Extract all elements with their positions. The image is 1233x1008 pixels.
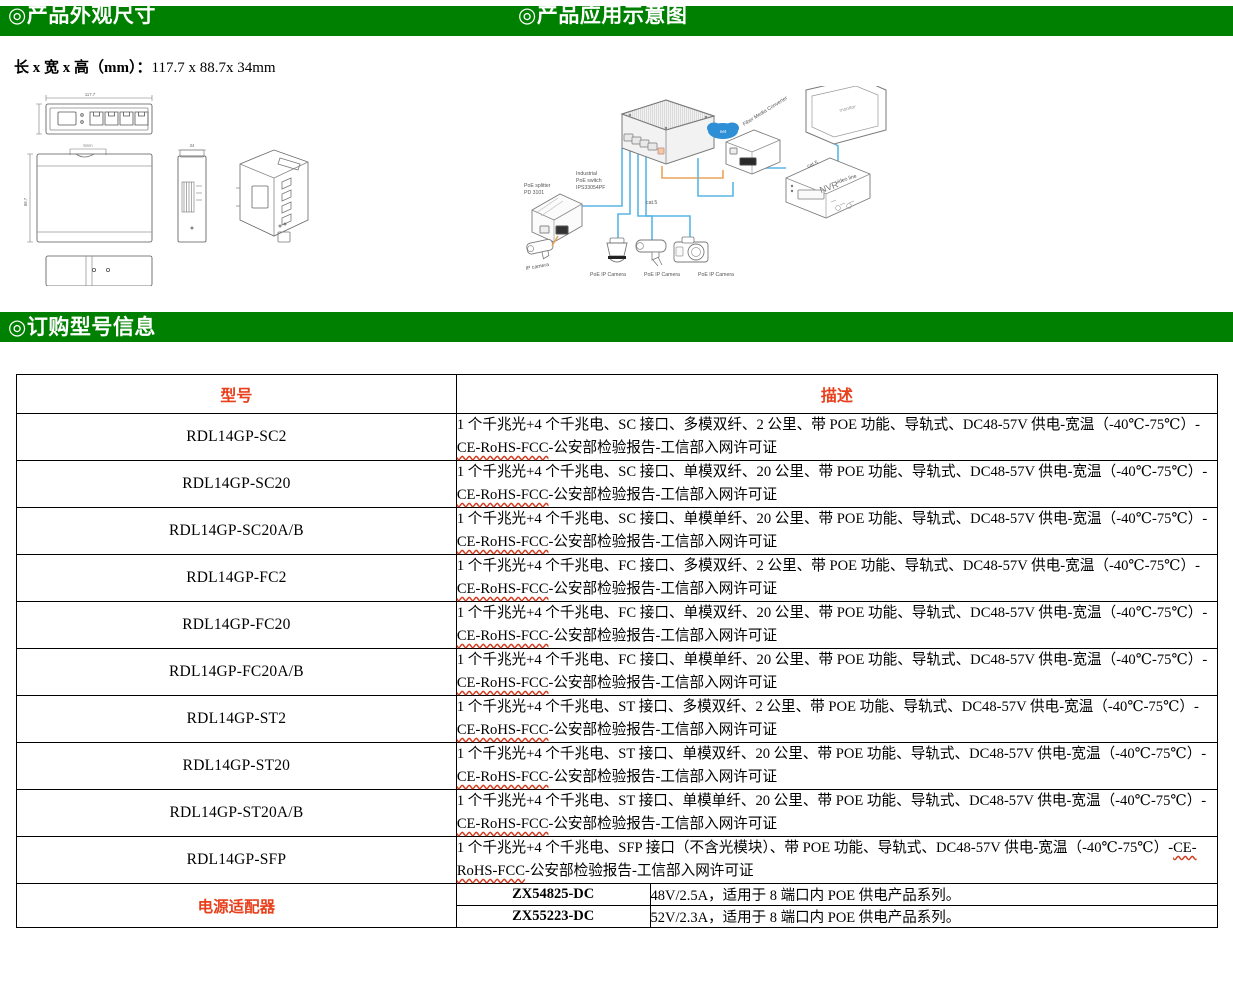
- description-cell: 1 个千兆光+4 个千兆电、SC 接口、多模双纤、2 公里、带 POE 功能、导…: [455, 413, 1219, 461]
- adapter-row: 电源适配器 ZX54825-DC 48V/2.5A，适用于 8 端口内 POE 供电…: [16, 883, 1219, 928]
- description-cell: 1 个千兆光+4 个千兆电、ST 接口、单模双纤、20 公里、带 POE 功能、…: [455, 742, 1219, 790]
- table-row: RDL14GP-FC20 1 个千兆光+4 个千兆电、FC 接口、单模双纤、20 …: [16, 601, 1219, 649]
- description-spellcheck-text: CE-RoHS-FCC: [456, 769, 549, 785]
- adapter-model-cell: ZX55223-DC: [455, 905, 651, 928]
- description-cell: 1 个千兆光+4 个千兆电、ST 接口、多模双纤、2 公里、带 POE 功能、导…: [455, 695, 1219, 743]
- model-cell: RDL14GP-ST20: [16, 742, 457, 790]
- description-text: 1 个千兆光+4 个千兆电、ST 接口、多模双纤、2 公里、带 POE 功能、导…: [456, 699, 1199, 715]
- topology-label-cam1: PoE IP Camera: [590, 272, 626, 278]
- description-text-tail: -公安部检验报告-工信部入网许可证: [548, 675, 778, 691]
- table-header-description: 描述: [455, 374, 1219, 414]
- section-title-appearance: ◎产品外观尺寸: [8, 2, 156, 27]
- model-cell: RDL14GP-SC2: [16, 413, 457, 461]
- description-text: 1 个千兆光+4 个千兆电、SFP 接口（不含光模块）、带 POE 功能、导轨式…: [456, 840, 1174, 856]
- topology-label-cloud: net: [720, 129, 727, 134]
- table-row: RDL14GP-SC2 1 个千兆光+4 个千兆电、SC 接口、多模双纤、2 公里…: [16, 413, 1219, 461]
- topology-label-media-converter: Fiber Media Converter: [742, 95, 789, 128]
- ordering-information-table: 型号 描述 RDL14GP-SC2 1 个千兆光+4 个千兆电、SC 接口、多模双…: [16, 374, 1219, 928]
- topology-label-splitter-line1: PoE splitter: [524, 183, 551, 189]
- description-cell: 1 个千兆光+4 个千兆电、SC 接口、单模双纤、20 公里、带 POE 功能、…: [455, 460, 1219, 508]
- description-spellcheck-text: CE-RoHS-FCC: [456, 722, 549, 738]
- description-text: 1 个千兆光+4 个千兆电、SC 接口、多模双纤、2 公里、带 POE 功能、导…: [456, 417, 1200, 433]
- drawing-dim-height: 88.7: [23, 197, 28, 206]
- adapter-description-cell: 52V/2.3A，适用于 8 端口内 POE 供电产品系列。: [649, 905, 1219, 928]
- model-cell: RDL14GP-SC20: [16, 460, 457, 508]
- description-text: 1 个千兆光+4 个千兆电、ST 接口、单模双纤、20 公里、带 POE 功能、…: [456, 746, 1207, 762]
- description-text: 1 个千兆光+4 个千兆电、FC 接口、单模双纤、20 公里、带 POE 功能、…: [456, 605, 1208, 621]
- adapter-description-cell: 48V/2.5A，适用于 8 端口内 POE 供电产品系列。: [649, 883, 1219, 906]
- description-spellcheck-text: CE-RoHS-FCC: [456, 487, 549, 503]
- table-row: RDL14GP-SC20 1 个千兆光+4 个千兆电、SC 接口、单模双纤、20 …: [16, 460, 1219, 508]
- description-spellcheck-text: CE-RoHS-FCC: [456, 816, 549, 832]
- adapter-model-cell: ZX54825-DC: [455, 883, 651, 906]
- topology-label-cam2: PoE IP Camera: [644, 272, 680, 278]
- model-cell: RDL14GP-FC20A/B: [16, 648, 457, 696]
- dimension-value: 117.7 x 88.7x 34mm: [151, 60, 276, 76]
- description-text: 1 个千兆光+4 个千兆电、FC 接口、多模双纤、2 公里、带 POE 功能、导…: [456, 558, 1200, 574]
- topology-label-monitor: monitor: [839, 104, 857, 114]
- topology-label-cat5-right: cat.5: [806, 160, 819, 170]
- table-row: RDL14GP-ST2 1 个千兆光+4 个千兆电、ST 接口、多模双纤、2 公里…: [16, 695, 1219, 743]
- description-text-tail: -公安部检验报告-工信部入网许可证: [548, 769, 778, 785]
- topology-label-cat5: cat.5: [646, 200, 657, 206]
- table-row: RDL14GP-SC20A/B 1 个千兆光+4 个千兆电、SC 接口、单模单纤、…: [16, 507, 1219, 555]
- dimension-line: 长 x 宽 x 高（mm）：117.7 x 88.7x 34mm: [14, 56, 276, 77]
- description-text-tail: -公安部检验报告-工信部入网许可证: [548, 722, 778, 738]
- topology-label-cam3: PoE IP Camera: [698, 272, 734, 278]
- topology-label-switch-line2: PoE switch: [576, 178, 602, 184]
- drawing-dim-width: 117.7: [85, 92, 96, 97]
- description-cell: 1 个千兆光+4 个千兆电、SFP 接口（不含光模块）、带 POE 功能、导轨式…: [455, 836, 1219, 884]
- model-cell: RDL14GP-SC20A/B: [16, 507, 457, 555]
- description-text: 1 个千兆光+4 个千兆电、ST 接口、单模单纤、20 公里、带 POE 功能、…: [456, 793, 1207, 809]
- description-text-tail: -公安部检验报告-工信部入网许可证: [548, 816, 778, 832]
- table-row: RDL14GP-ST20 1 个千兆光+4 个千兆电、ST 接口、单模双纤、20 …: [16, 742, 1219, 790]
- description-spellcheck-text: CE-RoHS-FCC: [456, 581, 549, 597]
- description-text-tail: -公安部检验报告-工信部入网许可证: [548, 628, 778, 644]
- description-cell: 1 个千兆光+4 个千兆电、SC 接口、单模单纤、20 公里、带 POE 功能、…: [455, 507, 1219, 555]
- drawing-dim-depth: 34: [190, 143, 195, 148]
- table-row: RDL14GP-SFP 1 个千兆光+4 个千兆电、SFP 接口（不含光模块）、带…: [16, 836, 1219, 884]
- model-cell: RDL14GP-ST2: [16, 695, 457, 743]
- description-text-tail: -公安部检验报告-工信部入网许可证: [524, 863, 754, 879]
- svg-text:5mm: 5mm: [83, 143, 93, 148]
- table-header-row: 型号 描述: [16, 374, 1219, 414]
- dimension-label: 长 x 宽 x 高（mm）：: [14, 60, 152, 76]
- product-dimension-drawing: 117.7 88.7 34 5mm: [18, 86, 318, 286]
- description-text-tail: -公安部检验报告-工信部入网许可证: [548, 534, 778, 550]
- description-text: 1 个千兆光+4 个千兆电、SC 接口、单模双纤、20 公里、带 POE 功能、…: [456, 464, 1208, 480]
- model-cell: RDL14GP-FC20: [16, 601, 457, 649]
- table-row: RDL14GP-ST20A/B 1 个千兆光+4 个千兆电、ST 接口、单模单纤、…: [16, 789, 1219, 837]
- description-text-tail: -公安部检验报告-工信部入网许可证: [548, 487, 778, 503]
- topology-label-splitter-line2: PD 3101: [524, 190, 544, 196]
- description-text-tail: -公安部检验报告-工信部入网许可证: [548, 581, 778, 597]
- section-bar-ordering: [0, 312, 1233, 342]
- application-topology-diagram: .ln { fill:none; stroke:#5ab6e4; stroke-…: [518, 86, 888, 291]
- adapter-row: ZX55223-DC 52V/2.3A，适用于 8 端口内 POE 供电产品系列。: [17, 905, 1219, 928]
- table-row: RDL14GP-FC20A/B 1 个千兆光+4 个千兆电、FC 接口、单模单纤、…: [16, 648, 1219, 696]
- table-row: RDL14GP-FC2 1 个千兆光+4 个千兆电、FC 接口、多模双纤、2 公里…: [16, 554, 1219, 602]
- description-text-tail: -公安部检验报告-工信部入网许可证: [548, 440, 778, 456]
- section-title-ordering: ◎订购型号信息: [8, 314, 156, 339]
- model-cell: RDL14GP-FC2: [16, 554, 457, 602]
- section-title-application: ◎产品应用示意图: [518, 2, 688, 27]
- model-cell: RDL14GP-SFP: [16, 836, 457, 884]
- topology-label-ip-camera: IP camera: [525, 262, 549, 272]
- description-spellcheck-text: CE-RoHS-FCC: [456, 534, 549, 550]
- description-spellcheck-text: CE-RoHS-FCC: [456, 840, 1197, 879]
- model-cell: RDL14GP-ST20A/B: [16, 789, 457, 837]
- topology-label-switch-line1: Industrial: [576, 171, 597, 177]
- description-spellcheck-text: CE-RoHS-FCC: [456, 675, 549, 691]
- description-cell: 1 个千兆光+4 个千兆电、ST 接口、单模单纤、20 公里、带 POE 功能、…: [455, 789, 1219, 837]
- description-spellcheck-text: CE-RoHS-FCC: [456, 628, 549, 644]
- section-bar-top: [0, 6, 1233, 36]
- description-cell: 1 个千兆光+4 个千兆电、FC 接口、多模双纤、2 公里、带 POE 功能、导…: [455, 554, 1219, 602]
- description-cell: 1 个千兆光+4 个千兆电、FC 接口、单模单纤、20 公里、带 POE 功能、…: [455, 648, 1219, 696]
- description-cell: 1 个千兆光+4 个千兆电、FC 接口、单模双纤、20 公里、带 POE 功能、…: [455, 601, 1219, 649]
- power-adapter-label: 电源适配器: [16, 883, 457, 928]
- description-text: 1 个千兆光+4 个千兆电、SC 接口、单模单纤、20 公里、带 POE 功能、…: [456, 511, 1208, 527]
- topology-label-switch-line3: IPS33054PF: [576, 185, 605, 191]
- description-text: 1 个千兆光+4 个千兆电、FC 接口、单模单纤、20 公里、带 POE 功能、…: [456, 652, 1208, 668]
- table-header-model: 型号: [16, 374, 457, 414]
- description-spellcheck-text: CE-RoHS-FCC: [456, 440, 549, 456]
